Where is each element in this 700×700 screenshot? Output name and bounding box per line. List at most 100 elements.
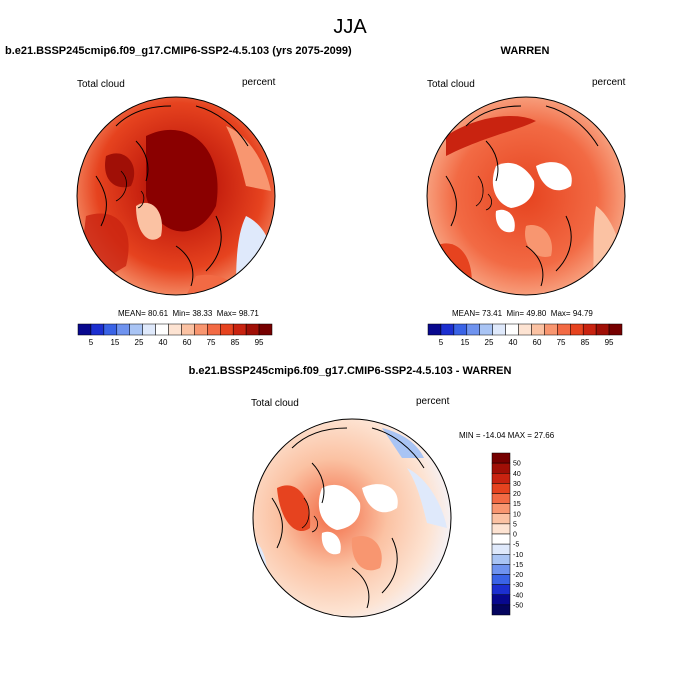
- diff-colorbar-box: [491, 554, 511, 565]
- diff-stats: MIN = -14.04 MAX = 27.66: [459, 431, 555, 440]
- diff-panel-title: b.e21.BSSP245cmip6.f09_g17.CMIP6-SSP2-4.…: [188, 365, 512, 377]
- obs-colorbar-tick-label: 15: [460, 338, 469, 347]
- diff-colorbar-box: [491, 584, 511, 595]
- obs-colorbar-box: [466, 323, 480, 336]
- diff-colorbar-tick-label: -30: [513, 582, 523, 589]
- diff-variable-label: Total cloud: [251, 398, 299, 409]
- obs-panel-title: WARREN: [500, 45, 550, 57]
- obs-colorbar-box: [557, 323, 571, 336]
- obs-variable-label: Total cloud: [427, 79, 475, 90]
- diff-colorbar-box: [491, 452, 511, 464]
- model-polar-map: [76, 96, 276, 296]
- model-colorbar-box: [181, 323, 195, 336]
- model-colorbar-box: [142, 323, 156, 336]
- obs-colorbar-tick-label: 25: [485, 338, 494, 347]
- model-colorbar-box: [103, 323, 118, 336]
- diff-colorbar-box: [491, 462, 511, 474]
- diff-colorbar-tick-label: 50: [513, 461, 521, 468]
- diff-colorbar-tick-label: 5: [513, 521, 517, 528]
- obs-colorbar-box: [608, 323, 623, 336]
- obs-colorbar-box: [518, 323, 532, 336]
- model-mean-value: 80.61: [148, 309, 169, 318]
- diff-colorbar-tick-label: -50: [513, 602, 523, 609]
- diff-colorbar-tick-label: -10: [513, 552, 523, 559]
- model-min-value: 38.33: [192, 309, 213, 318]
- diff-colorbar-box: [491, 543, 511, 555]
- obs-units-label: percent: [592, 77, 626, 88]
- model-colorbar-box: [194, 323, 208, 336]
- diff-polar-map: [252, 418, 452, 618]
- diff-colorbar-tick-label: 15: [513, 501, 521, 508]
- diff-colorbar-tick-label: -40: [513, 592, 523, 599]
- obs-colorbar-tick-label: 5: [439, 338, 444, 347]
- model-colorbar-box: [77, 323, 92, 336]
- obs-colorbar-tick-label: 85: [581, 338, 590, 347]
- model-colorbar-tick-label: 85: [231, 338, 240, 347]
- model-colorbar-box: [116, 323, 130, 336]
- obs-max-value: 94.79: [572, 309, 593, 318]
- model-stats: MEAN= 80.61 Min= 38.33 Max= 98.71: [118, 309, 259, 318]
- obs-colorbar-box: [453, 323, 468, 336]
- obs-colorbar-tick-label: 95: [605, 338, 614, 347]
- model-panel-title: b.e21.BSSP245cmip6.f09_g17.CMIP6-SSP2-4.…: [5, 45, 352, 57]
- diff-colorbar-box: [491, 564, 511, 575]
- obs-colorbar-tick-label: 60: [533, 338, 542, 347]
- model-units-label: percent: [242, 77, 276, 88]
- model-colorbar-box: [129, 323, 143, 336]
- obs-colorbar-box: [582, 323, 597, 336]
- obs-colorbar-box: [570, 323, 584, 336]
- figure-title: JJA: [333, 16, 367, 38]
- model-max-value: 98.71: [238, 309, 259, 318]
- model-colorbar-tick-label: 5: [89, 338, 94, 347]
- model-variable-label: Total cloud: [77, 79, 125, 90]
- obs-min-value: 49.80: [526, 309, 547, 318]
- diff-colorbar-box: [491, 574, 511, 585]
- obs-stats: MEAN= 73.41 Min= 49.80 Max= 94.79: [452, 309, 593, 318]
- model-colorbar-tick-label: 75: [207, 338, 216, 347]
- diff-colorbar-box: [491, 594, 511, 606]
- obs-mean-value: 73.41: [482, 309, 503, 318]
- diff-colorbar-box: [491, 493, 511, 504]
- obs-colorbar-box: [595, 323, 610, 336]
- diff-colorbar-tick-label: 10: [513, 511, 521, 518]
- obs-colorbar-box: [544, 323, 558, 336]
- model-colorbar-box: [220, 323, 234, 336]
- model-colorbar-tick-label: 15: [110, 338, 119, 347]
- diff-units-label: percent: [416, 396, 450, 407]
- model-colorbar-tick-label: 95: [255, 338, 264, 347]
- obs-polar-map: [426, 96, 626, 296]
- model-colorbar-box: [258, 323, 273, 336]
- diff-colorbar-box: [491, 483, 511, 494]
- model-colorbar-tick-label: 60: [183, 338, 192, 347]
- diff-colorbar-tick-label: -15: [513, 562, 523, 569]
- model-colorbar-box: [245, 323, 260, 336]
- obs-colorbar-box: [427, 323, 442, 336]
- diff-colorbar-tick-label: 20: [513, 491, 521, 498]
- model-colorbar-box: [168, 323, 182, 336]
- diff-colorbar-box: [491, 533, 511, 545]
- diff-colorbar-tick-label: 0: [513, 532, 517, 539]
- obs-colorbar-box: [492, 323, 506, 336]
- model-colorbar-tick-label: 25: [135, 338, 144, 347]
- model-colorbar-box: [232, 323, 247, 336]
- model-colorbar-tick-label: 40: [159, 338, 168, 347]
- model-colorbar-box: [207, 323, 221, 336]
- model-colorbar: 5 15 25 40 60 75 85 95: [77, 323, 273, 347]
- obs-colorbar-box: [479, 323, 493, 336]
- diff-colorbar-tick-label: -20: [513, 572, 523, 579]
- model-colorbar-box: [155, 323, 169, 336]
- obs-colorbar: 5 15 25 40 60 75 85 95: [427, 323, 623, 347]
- diff-colorbar-box: [491, 523, 511, 535]
- diff-colorbar-box: [491, 604, 511, 616]
- diff-colorbar-tick-label: 40: [513, 471, 521, 478]
- obs-colorbar-box: [531, 323, 545, 336]
- obs-colorbar-box: [440, 323, 455, 336]
- obs-colorbar-tick-label: 40: [509, 338, 518, 347]
- diff-colorbar-tick-label: 30: [513, 481, 521, 488]
- diff-colorbar-box: [491, 513, 511, 525]
- obs-colorbar-box: [505, 323, 519, 336]
- diff-colorbar-tick-label: -5: [513, 542, 519, 549]
- diff-colorbar-box: [491, 473, 511, 484]
- model-colorbar-box: [90, 323, 105, 336]
